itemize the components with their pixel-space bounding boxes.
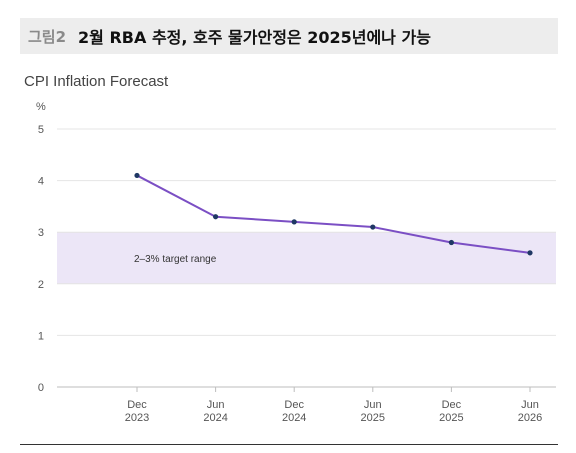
y-tick-label: 2 (38, 279, 44, 291)
target-band-label: 2–3% target range (134, 254, 217, 265)
x-tick-label: Dec (284, 399, 304, 411)
x-tick-label: 2025 (361, 412, 385, 424)
x-tick-label: 2024 (203, 412, 227, 424)
target-band (57, 232, 556, 284)
x-tick-label: 2023 (125, 412, 149, 424)
x-tick-label: Jun (521, 399, 539, 411)
y-tick-label: 5 (38, 124, 44, 136)
x-tick-label: Jun (364, 399, 382, 411)
data-point (213, 214, 219, 220)
y-tick-label: 0 (38, 382, 44, 394)
data-point (527, 250, 533, 256)
y-unit-label: % (36, 101, 46, 113)
data-point (448, 239, 454, 246)
series-line (136, 174, 531, 254)
data-point (291, 219, 297, 225)
x-tick-label: 2024 (282, 412, 306, 424)
figure-number: 그림2 (28, 27, 67, 46)
bottom-rule (20, 444, 558, 445)
chart-title: CPI Inflation Forecast (24, 73, 169, 90)
y-tick-label: 1 (38, 330, 44, 342)
x-tick-label: Dec (442, 399, 462, 411)
figure-header: 그림2 2월 RBA 추정, 호주 물가안정은 2025년에나 가능 (20, 18, 558, 54)
figure-title: 2월 RBA 추정, 호주 물가안정은 2025년에나 가능 (78, 28, 431, 47)
y-tick-label: 3 (38, 227, 44, 239)
y-tick-label: 4 (38, 176, 44, 188)
x-tick-label: Dec (127, 399, 147, 411)
x-tick-label: Jun (207, 399, 225, 411)
data-point (370, 224, 376, 230)
x-tick-label: 2026 (518, 412, 542, 424)
data-point (134, 172, 140, 179)
x-tick-label: 2025 (439, 412, 463, 424)
